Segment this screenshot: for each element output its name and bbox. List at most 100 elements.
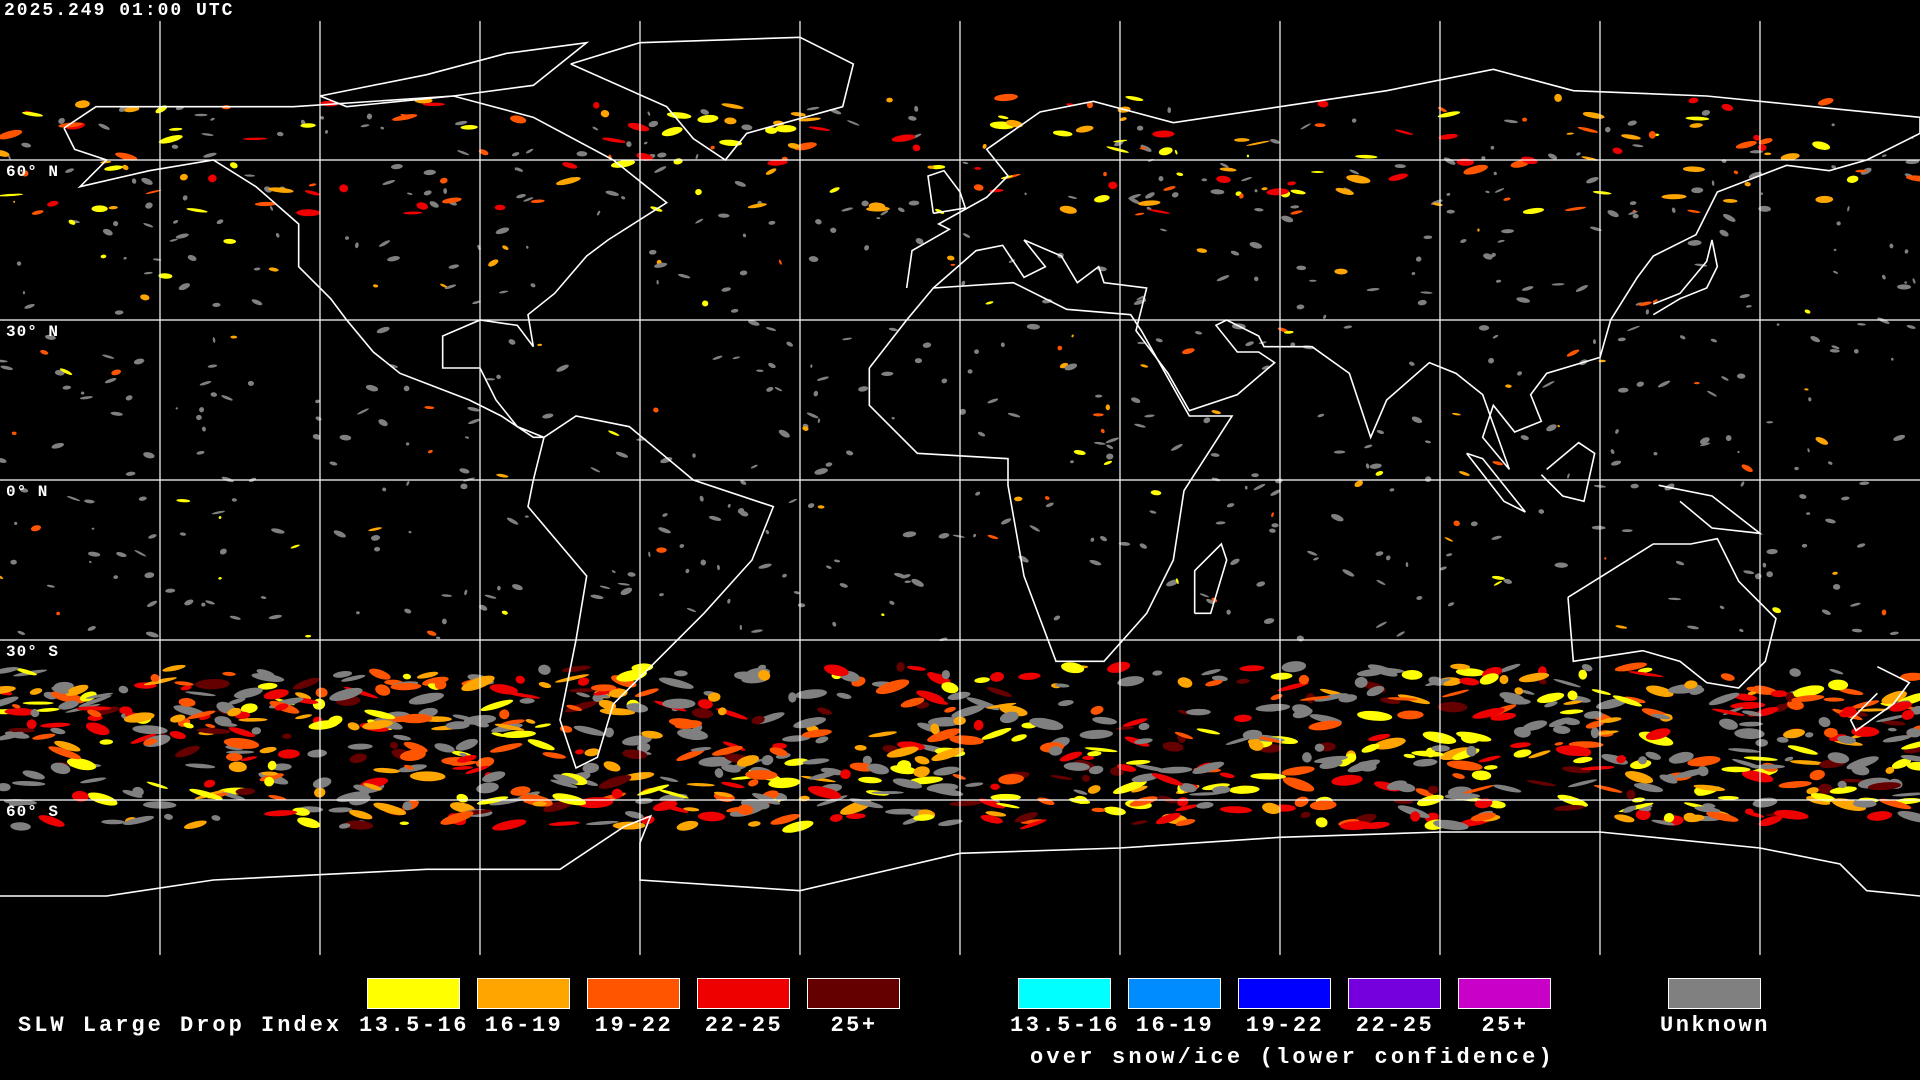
cloud-pixel [290,544,300,549]
cloud-pixel [1405,562,1409,567]
coastline-arctic-islands [319,41,590,108]
cloud-pixel [382,179,396,186]
cloud-pixel [847,120,860,126]
cloud-pixel [1148,209,1171,214]
cloud-pixel [590,684,617,692]
cloud-pixel [708,515,722,521]
cloud-pixel [1812,141,1831,150]
cloud-pixel [297,817,321,829]
cloud-pixel [46,584,55,588]
cloud-pixel [758,669,771,681]
cloud-pixel [0,193,24,197]
cloud-pixel [1687,240,1702,246]
cloud-pixel [1821,609,1831,615]
cloud-pixel [751,715,765,725]
cloud-pixel [1290,189,1306,195]
cloud-pixel [242,137,268,141]
cloud-pixel [1501,229,1515,234]
cloud-pixel [1287,181,1296,186]
cloud-pixel [271,528,285,534]
cloud-pixel [124,106,140,113]
cloud-pixel [1498,663,1521,673]
cloud-pixel [233,687,263,699]
cloud-pixel [0,129,23,140]
cloud-pixel [1152,130,1175,138]
cloud-pixel [1333,450,1346,454]
cloud-pixel [145,202,153,209]
cloud-pixel [562,162,578,169]
cloud-pixel [1427,785,1439,794]
cloud-pixel [900,697,925,708]
cloud-pixel [648,551,651,558]
cloud-pixel [1684,680,1698,689]
cloud-pixel [959,408,966,415]
cloud-pixel [1054,683,1070,688]
cloud-pixel [721,287,731,292]
lat-label-30n: 30° N [6,323,60,341]
cloud-pixel [1073,449,1086,456]
cloud-pixel [218,577,222,580]
cloud-pixel [1719,605,1725,610]
cloud-pixel [1885,766,1895,774]
cloud-pixel [1648,131,1656,139]
cloud-pixel [1315,817,1328,828]
cloud-pixel [211,510,226,515]
cloud-pixel [422,102,445,107]
cloud-pixel [344,820,374,830]
cloud-pixel [329,687,363,702]
cloud-pixel [741,124,753,131]
cloud-pixel [22,111,43,117]
cloud-pixel [356,611,360,615]
cloud-pixel [1131,785,1148,793]
cloud-pixel [748,779,759,787]
cloud-pixel [87,709,102,717]
cloud-pixel [1573,756,1593,764]
cloud-pixel [1536,692,1565,704]
cloud-pixel [1411,416,1423,424]
cloud-pixel [555,674,590,683]
cloud-pixel [1152,670,1163,676]
cloud-pixel [1100,428,1105,434]
cloud-pixel [1162,741,1184,752]
cloud-pixel [424,406,435,410]
cloud-pixel [390,682,422,691]
cloud-pixel [123,256,127,260]
cloud-pixel [1271,512,1274,518]
cloud-pixel [1635,302,1642,306]
cloud-pixel [1194,331,1203,335]
cloud-pixel [1493,580,1503,586]
cloud-pixel [1082,774,1091,782]
cloud-pixel [1239,193,1244,199]
cloud-pixel [1630,483,1639,489]
cloud-pixel [1624,771,1654,784]
cloud-pixel [1851,628,1863,633]
cloud-pixel [1014,496,1023,502]
cloud-pixel [1734,728,1765,739]
cloud-pixel [118,685,129,694]
cloud-pixel [841,207,853,212]
cloud-pixel [721,103,744,110]
cloud-pixel [1205,679,1223,687]
cloud-pixel [947,691,971,700]
cloud-pixel [654,262,668,268]
cloud-pixel [1628,211,1638,215]
cloud-pixel [1794,466,1799,471]
cloud-pixel [1281,766,1315,776]
cloud-pixel [698,756,733,767]
cloud-pixel [941,669,951,680]
cloud-pixel [876,217,881,220]
cloud-pixel [866,206,890,212]
cloud-pixel [226,752,243,762]
cloud-pixel [1311,170,1325,173]
cloud-pixel [769,747,788,757]
cloud-pixel [393,734,411,741]
cloud-pixel [308,183,317,187]
cloud-pixel [175,745,200,758]
cloud-pixel [552,793,587,806]
cloud-pixel [542,413,554,419]
cloud-pixel [1526,780,1557,787]
cloud-pixel [542,752,566,759]
cloud-pixel [512,584,523,591]
cloud-pixel [913,766,930,778]
cloud-pixel [1437,106,1447,113]
